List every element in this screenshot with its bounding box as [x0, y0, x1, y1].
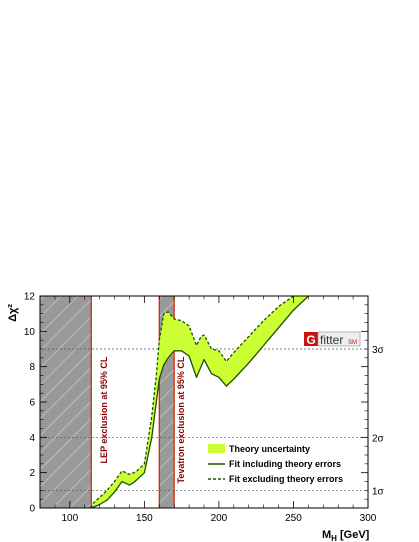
sigma-label-0: 1σ [372, 486, 385, 497]
lep-exclusion-label: LEP exclusion at 95% CL [99, 356, 109, 463]
legend: Theory uncertainty Fit including theory … [208, 444, 343, 484]
sigma-label-1: 2σ [372, 433, 385, 444]
gfitter-logo: G fitter SM [304, 331, 361, 347]
y-tick-label-2: 4 [29, 433, 35, 444]
logo-word-box [317, 331, 361, 347]
x-tick-label-4: 300 [360, 513, 377, 524]
x-tick-label-3: 250 [285, 513, 302, 524]
logo-word: fitter [320, 333, 343, 347]
theory-band-layer [90, 296, 324, 508]
x-axis-title: MH [GeV] [322, 529, 370, 542]
series-line-fit-excluding-theory [90, 296, 294, 508]
legend-label-solid: Fit including theory errors [229, 459, 341, 469]
legend-swatch-band [208, 444, 225, 453]
x-axis-title-main: M [322, 529, 331, 541]
x-tick-label-0: 100 [61, 513, 78, 524]
y-axis-title: Δχ² [7, 304, 19, 322]
exclusion-region-0 [40, 296, 92, 508]
y-tick-label-5: 10 [24, 327, 36, 338]
y-tick-label-6: 12 [24, 292, 36, 303]
legend-label-band: Theory uncertainty [229, 444, 310, 454]
fit-lines-layer [90, 296, 309, 508]
logo-letter-box [304, 332, 318, 346]
tevatron-exclusion-label: Tevatron exclusion at 95% CL [176, 356, 186, 483]
logo-tag: SM [348, 340, 357, 346]
legend-label-dashed: Fit excluding theory errors [229, 474, 343, 484]
series-line-fit-including-theory [90, 296, 309, 508]
y-tick-label-3: 6 [29, 398, 35, 409]
y-tick-label-0: 0 [29, 504, 35, 515]
theory-uncertainty-band [90, 296, 324, 508]
x-tick-label-2: 200 [211, 513, 228, 524]
x-tick-label-1: 150 [136, 513, 153, 524]
y-tick-label-4: 8 [29, 362, 35, 373]
sigma-label-2: 3σ [372, 345, 385, 356]
y-tick-label-1: 2 [29, 468, 35, 479]
x-axis-title-unit: [GeV] [337, 529, 370, 541]
logo-letter: G [306, 333, 315, 347]
axis-ticks: 100 150 200 250 300 0 2 4 6 8 10 12 [24, 292, 377, 525]
x-axis-title-sub: H [331, 534, 337, 542]
